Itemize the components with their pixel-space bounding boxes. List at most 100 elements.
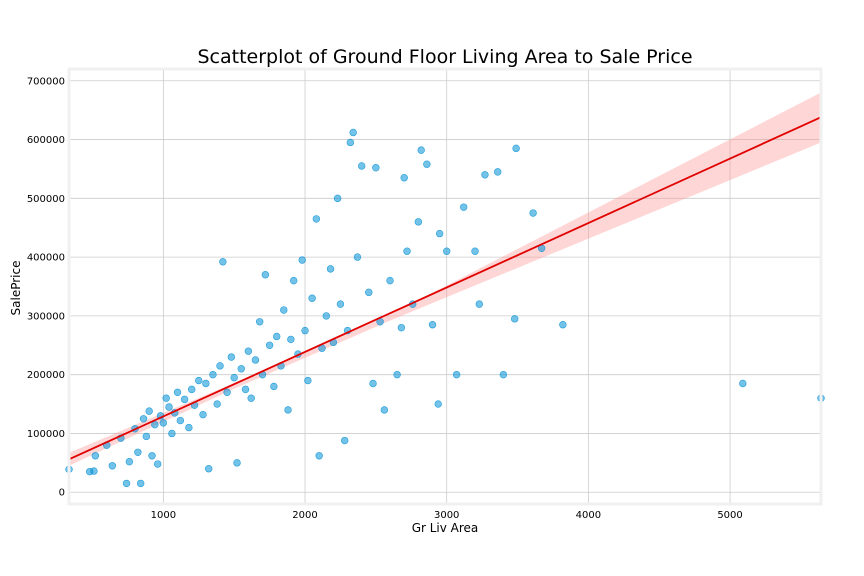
scatter-point <box>417 146 425 154</box>
scatter-point <box>386 276 394 285</box>
scatter-point <box>739 379 747 388</box>
scatter-point <box>265 341 274 349</box>
scatter-point <box>397 323 406 332</box>
scatter-point <box>162 394 170 402</box>
y-tick-label: 700000 <box>27 76 65 87</box>
grid-lines <box>69 69 821 504</box>
scatter-point <box>353 253 362 261</box>
scatter-point <box>512 144 520 153</box>
x-tick-label: 5000 <box>717 510 742 521</box>
x-tick-label: 1000 <box>151 510 176 521</box>
x-tick-labels: 1000 2000 3000 4000 5000 <box>151 510 743 521</box>
scatter-point <box>227 353 236 361</box>
scatter-point <box>185 423 193 432</box>
y-tick-label: 0 <box>59 488 65 499</box>
scatter-point <box>261 271 270 279</box>
scatter-point <box>403 247 411 255</box>
y-axis-label: SalePrice <box>9 261 23 316</box>
scatter-point <box>199 410 207 419</box>
scatter-point <box>219 258 227 266</box>
scatter-point <box>209 370 217 379</box>
regression-line <box>68 116 822 461</box>
scatter-point <box>125 457 134 466</box>
y-tick-labels: 0 100000 200000 300000 400000 500000 600000 700… <box>27 76 65 498</box>
scatter-point <box>223 388 231 397</box>
scatter-point <box>244 347 253 355</box>
scatter-point <box>511 315 519 323</box>
scatter-point <box>414 218 423 226</box>
scatter-point <box>284 406 292 414</box>
scatter-point <box>134 448 142 456</box>
scatter-point <box>357 162 366 170</box>
scatter-point <box>365 288 373 297</box>
scatter-point <box>255 318 264 326</box>
scatter-point <box>315 452 323 460</box>
scatter-point <box>241 385 250 394</box>
scatter-point <box>122 479 131 488</box>
scatter-point <box>529 209 537 217</box>
scatter-point <box>434 400 442 408</box>
scatter-point <box>195 376 203 385</box>
scatter-point <box>304 376 312 385</box>
scatter-point <box>180 395 189 404</box>
scatter-point <box>136 479 145 488</box>
scatter-point <box>333 194 342 203</box>
scatter-point <box>349 128 357 137</box>
scatter-point <box>139 415 148 423</box>
scatter-point <box>247 394 255 402</box>
scatter-point <box>145 407 153 415</box>
scatter-point <box>475 300 483 308</box>
scatter-point <box>91 452 100 460</box>
scatter-point <box>237 365 245 373</box>
scatter-point <box>108 462 117 470</box>
scatter-point <box>346 138 355 147</box>
scatter-point <box>308 294 316 302</box>
scatter-point <box>312 215 321 223</box>
scatter-point <box>176 416 185 425</box>
confidence-band <box>69 92 821 466</box>
scatter-point <box>471 247 479 255</box>
plot-frame <box>67 67 823 506</box>
scatter-point <box>340 436 349 445</box>
scatter-point <box>298 256 306 264</box>
chart-title: Scatterplot of Ground Floor Living Area … <box>197 46 692 68</box>
scatter-point <box>336 300 345 308</box>
y-tick-label: 600000 <box>27 135 65 146</box>
scatter-point <box>173 388 182 397</box>
scatter-point <box>287 335 295 344</box>
y-tick-label: 400000 <box>27 253 65 264</box>
scatter-point <box>301 326 309 335</box>
scatter-point <box>216 362 224 370</box>
scatter-point <box>435 229 444 238</box>
scatter-point <box>187 385 196 394</box>
scatter-point <box>400 174 408 182</box>
scatter-point <box>165 403 173 411</box>
scatter-point <box>494 168 502 176</box>
scatter-point <box>499 370 508 379</box>
x-tick-label: 3000 <box>434 510 459 521</box>
x-axis-label: Gr Liv Area <box>412 521 479 535</box>
scatter-point <box>204 465 213 473</box>
x-tick-label: 4000 <box>576 510 601 521</box>
scatter-point <box>460 203 468 211</box>
scatter-point <box>322 312 330 320</box>
scatter-point <box>230 373 238 382</box>
scatter-point <box>148 452 156 460</box>
scatter-point <box>153 460 162 468</box>
scatter-point <box>202 379 210 388</box>
scatter-point <box>159 419 168 427</box>
y-tick-label: 500000 <box>27 194 65 205</box>
scatter-point <box>481 171 489 179</box>
scatter-point <box>326 265 335 273</box>
scatter-points <box>65 128 825 488</box>
scatter-point <box>213 400 221 408</box>
scatter-point <box>380 406 389 414</box>
regression-line-segment <box>68 116 822 461</box>
scatter-point <box>443 247 451 255</box>
scatter-point <box>393 370 401 379</box>
scatter-point <box>233 459 241 467</box>
scatter-point <box>272 332 281 341</box>
y-tick-label: 300000 <box>27 311 65 322</box>
scatter-point <box>372 164 380 172</box>
